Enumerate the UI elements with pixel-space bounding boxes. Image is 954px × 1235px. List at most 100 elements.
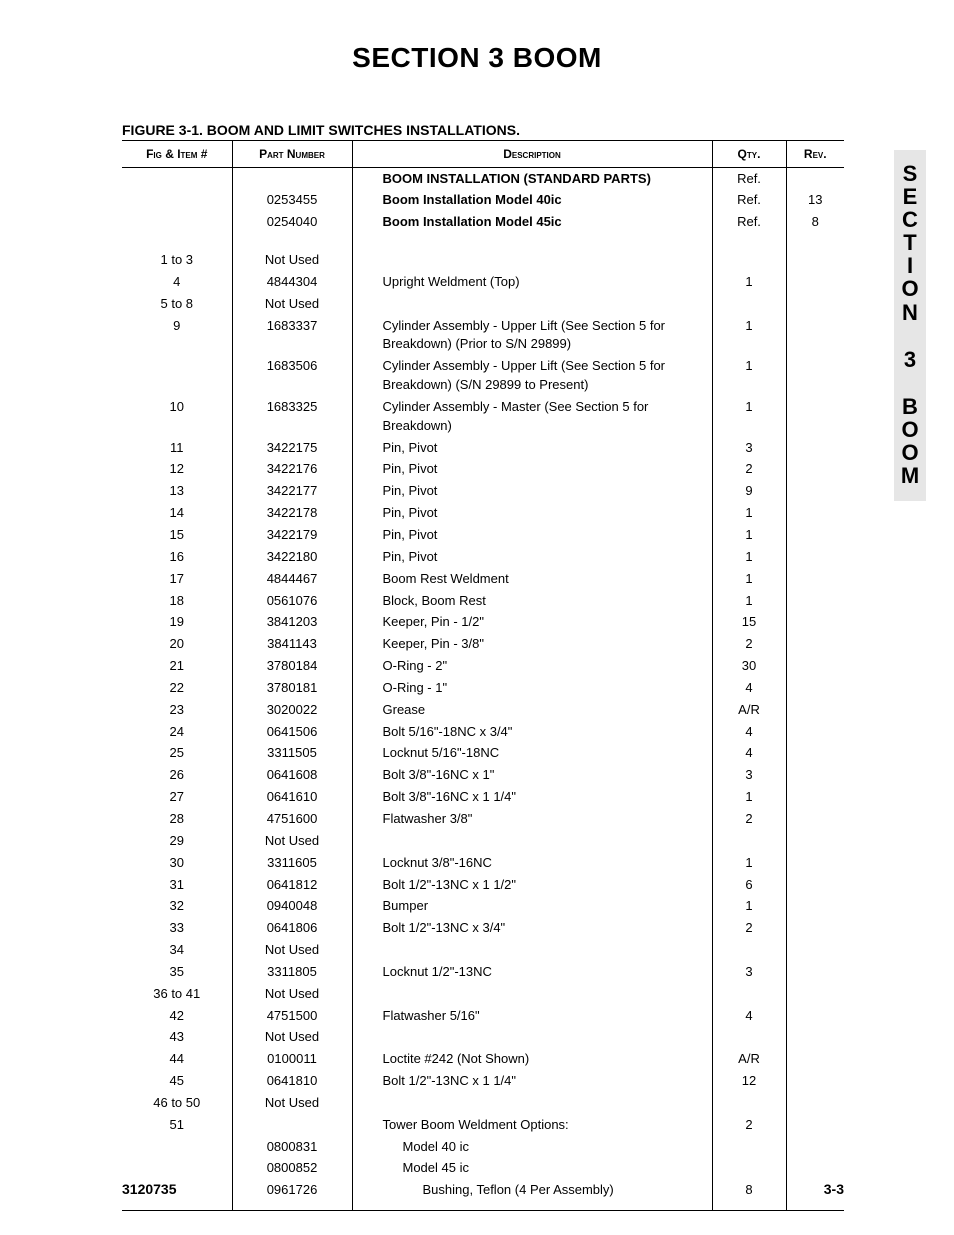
cell-part-number: 0641506: [232, 721, 352, 743]
side-tab-char: N: [894, 301, 926, 324]
cell-fig: 43: [122, 1027, 232, 1049]
cell-description: Tower Boom Weldment Options:: [352, 1114, 712, 1136]
cell-part-number: Not Used: [232, 830, 352, 852]
table-row: 123422176Pin, Pivot2: [122, 459, 844, 481]
cell-qty: 6: [712, 874, 786, 896]
cell-fig: 15: [122, 525, 232, 547]
cell-part-number: 3422180: [232, 546, 352, 568]
cell-qty: 15: [712, 612, 786, 634]
cell-qty: 30: [712, 656, 786, 678]
cell-qty: 3: [712, 437, 786, 459]
table-row: 133422177Pin, Pivot9: [122, 481, 844, 503]
cell-description: Pin, Pivot: [352, 546, 712, 568]
cell-rev: [786, 874, 844, 896]
table-row: 270641610Bolt 3/8"-16NC x 1 1/4"1: [122, 787, 844, 809]
cell-rev: [786, 830, 844, 852]
side-tab-char: B: [894, 395, 926, 418]
cell-fig: 4: [122, 271, 232, 293]
cell-description: [352, 1027, 712, 1049]
cell-fig: 44: [122, 1049, 232, 1071]
table-row: 203841143Keeper, Pin - 3/8"2: [122, 634, 844, 656]
cell-qty: 2: [712, 1114, 786, 1136]
cell-qty: 1: [712, 568, 786, 590]
figure-caption: FIGURE 3-1. BOOM AND LIMIT SWITCHES INST…: [122, 122, 954, 138]
cell-part-number: 0641810: [232, 1071, 352, 1093]
cell-qty: [712, 1158, 786, 1180]
cell-description: Bolt 1/2"-13NC x 1 1/2": [352, 874, 712, 896]
cell-description: Pin, Pivot: [352, 437, 712, 459]
cell-fig: [122, 212, 232, 234]
table-row: 310641812Bolt 1/2"-13NC x 1 1/2"6: [122, 874, 844, 896]
cell-rev: [786, 437, 844, 459]
cell-description: Cylinder Assembly - Upper Lift (See Sect…: [352, 315, 712, 356]
cell-rev: [786, 396, 844, 437]
cell-qty: [712, 940, 786, 962]
cell-rev: [786, 852, 844, 874]
cell-part-number: 3311605: [232, 852, 352, 874]
cell-rev: [786, 721, 844, 743]
cell-description: Flatwasher 3/8": [352, 808, 712, 830]
table-row: 260641608Bolt 3/8"-16NC x 1"3: [122, 765, 844, 787]
cell-rev: [786, 656, 844, 678]
cell-part-number: 4844304: [232, 271, 352, 293]
cell-qty: 1: [712, 315, 786, 356]
cell-rev: [786, 271, 844, 293]
side-tab-char: 3: [894, 348, 926, 371]
cell-rev: [786, 1136, 844, 1158]
cell-part-number: 3311505: [232, 743, 352, 765]
cell-rev: [786, 1158, 844, 1180]
cell-fig: [122, 190, 232, 212]
table-row: 424751500Flatwasher 5/16"4: [122, 1005, 844, 1027]
cell-fig: 19: [122, 612, 232, 634]
cell-description: Locknut 5/16"-18NC: [352, 743, 712, 765]
cell-description: Pin, Pivot: [352, 525, 712, 547]
cell-fig: 14: [122, 503, 232, 525]
cell-qty: 2: [712, 459, 786, 481]
cell-part-number: 4751600: [232, 808, 352, 830]
cell-fig: 16: [122, 546, 232, 568]
cell-rev: [786, 1005, 844, 1027]
cell-qty: A/R: [712, 699, 786, 721]
table-row: 330641806Bolt 1/2"-13NC x 3/4"2: [122, 918, 844, 940]
cell-fig: 22: [122, 677, 232, 699]
cell-part-number: 3422178: [232, 503, 352, 525]
cell-rev: [786, 634, 844, 656]
table-row: 163422180Pin, Pivot1: [122, 546, 844, 568]
cell-fig: 11: [122, 437, 232, 459]
cell-part-number: 4844467: [232, 568, 352, 590]
cell-qty: Ref.: [712, 190, 786, 212]
footer-left: 3120735: [122, 1181, 177, 1197]
cell-fig: 17: [122, 568, 232, 590]
cell-part-number: 3780181: [232, 677, 352, 699]
cell-rev: [786, 808, 844, 830]
cell-rev: [786, 315, 844, 356]
cell-description: Flatwasher 5/16": [352, 1005, 712, 1027]
cell-qty: [712, 983, 786, 1005]
cell-part-number: 3422177: [232, 481, 352, 503]
cell-qty: [712, 293, 786, 315]
cell-rev: [786, 1027, 844, 1049]
parts-table-body: BOOM INSTALLATION (STANDARD PARTS)Ref.02…: [122, 168, 844, 1211]
table-row: 213780184O-Ring - 2"30: [122, 656, 844, 678]
cell-qty: 1: [712, 271, 786, 293]
cell-part-number: 0100011: [232, 1049, 352, 1071]
cell-description: Cylinder Assembly - Upper Lift (See Sect…: [352, 356, 712, 397]
cell-fig: 45: [122, 1071, 232, 1093]
table-row: 34Not Used: [122, 940, 844, 962]
cell-fig: [122, 1136, 232, 1158]
cell-rev: [786, 940, 844, 962]
cell-description: Keeper, Pin - 3/8": [352, 634, 712, 656]
cell-rev: [786, 1071, 844, 1093]
cell-fig: 31: [122, 874, 232, 896]
cell-part-number: [232, 1114, 352, 1136]
cell-part-number: 0641610: [232, 787, 352, 809]
cell-fig: [122, 168, 232, 190]
cell-part-number: 3422179: [232, 525, 352, 547]
cell-qty: Ref.: [712, 168, 786, 190]
cell-rev: [786, 918, 844, 940]
side-tab-char: I: [894, 254, 926, 277]
cell-qty: 9: [712, 481, 786, 503]
cell-fig: [122, 356, 232, 397]
cell-rev: [786, 1049, 844, 1071]
cell-description: [352, 940, 712, 962]
